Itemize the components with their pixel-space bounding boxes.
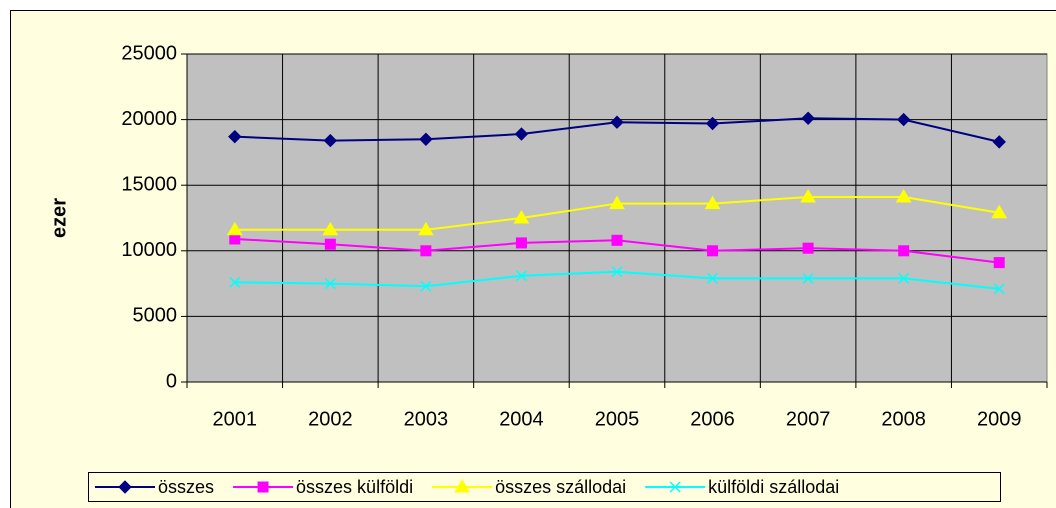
data-point	[513, 210, 530, 224]
data-point	[609, 195, 625, 210]
x-tick-label: 2006	[690, 408, 735, 430]
data-point	[611, 234, 623, 246]
data-point	[898, 245, 910, 257]
data-point	[991, 204, 1008, 219]
legend-marker	[257, 481, 269, 493]
data-point	[992, 135, 1006, 149]
data-point	[420, 280, 432, 292]
data-point	[705, 116, 720, 131]
legend-marker	[669, 481, 681, 493]
legend-marker	[454, 479, 470, 493]
y-axis-label: ezer	[48, 198, 70, 238]
data-point	[801, 111, 815, 125]
plot-area	[186, 53, 1048, 383]
x-tick-label: 2003	[404, 408, 449, 430]
data-point	[610, 115, 624, 129]
x-tick-label: 2009	[977, 408, 1022, 430]
y-tick-label: 20000	[121, 108, 177, 130]
data-point	[226, 221, 243, 236]
data-point	[322, 221, 339, 236]
x-tick-label: 2008	[881, 408, 926, 430]
data-point	[993, 283, 1005, 295]
data-point	[323, 133, 338, 148]
y-tick-label: 5000	[133, 305, 178, 327]
data-point	[707, 245, 719, 257]
y-tick-label: 0	[166, 370, 177, 392]
x-tick-label: 2001	[213, 408, 258, 430]
data-point	[229, 276, 241, 288]
data-point	[324, 278, 336, 290]
data-point	[514, 127, 529, 141]
x-tick-label: 2005	[595, 408, 640, 430]
data-point	[802, 272, 814, 284]
data-point	[895, 189, 912, 203]
y-tick-label: 15000	[121, 173, 177, 195]
legend-label: összes szállodai	[495, 477, 626, 497]
legend-label: összes külföldi	[296, 477, 413, 497]
data-point	[611, 266, 623, 278]
data-point	[419, 132, 433, 146]
data-point	[420, 245, 432, 257]
data-point	[896, 112, 911, 127]
legend-marker	[118, 480, 132, 494]
data-point	[704, 195, 721, 210]
data-point	[800, 189, 816, 203]
data-point	[418, 221, 434, 236]
data-point	[898, 272, 910, 284]
y-tick-label: 25000	[121, 42, 177, 64]
data-point	[228, 129, 242, 144]
data-point	[802, 242, 814, 254]
data-point	[229, 233, 241, 245]
data-point	[707, 272, 719, 284]
legend-label: külföldi szállodai	[708, 477, 839, 497]
data-point	[993, 257, 1005, 269]
x-tick-label: 2007	[786, 408, 831, 430]
data-point	[324, 238, 336, 250]
y-tick-label: 10000	[121, 239, 177, 261]
data-point	[515, 237, 527, 249]
data-point	[515, 270, 527, 282]
x-tick-label: 2002	[308, 408, 353, 430]
legend-label: összes	[158, 477, 214, 497]
x-tick-label: 2004	[499, 408, 544, 430]
